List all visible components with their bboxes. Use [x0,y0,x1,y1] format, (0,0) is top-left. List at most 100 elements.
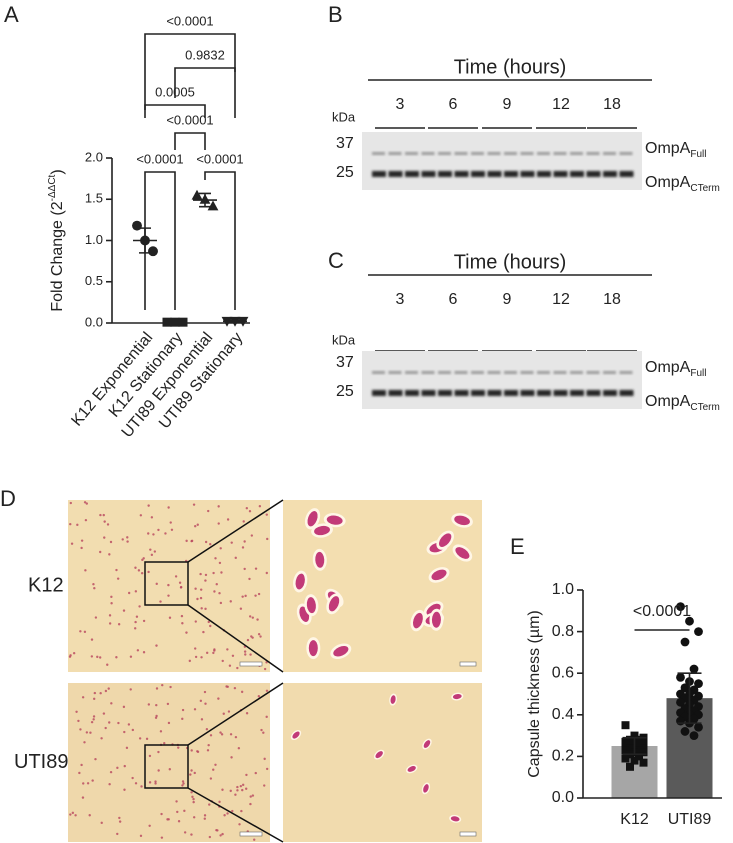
band-label: OmpAFull [645,359,706,378]
marker-label: 37 [336,135,354,152]
cell [107,687,110,690]
cell [196,597,199,601]
cell [245,787,248,790]
cell [229,733,233,736]
time-label: 3 [396,96,405,113]
error-bar [622,736,647,756]
band-strong [586,390,601,396]
row-label: UTI89 [14,751,68,773]
cell [245,507,249,510]
cell [96,655,99,659]
cell [241,546,245,549]
cell [79,630,82,633]
cell [140,572,144,575]
blot-title: Time (hours) [454,251,567,273]
cell [179,585,183,589]
y-tick-label: 0.0 [85,314,103,329]
band-faint [619,152,633,155]
p-value: 0.0005 [155,84,195,99]
band-faint [438,152,451,155]
cell [212,651,215,655]
data-point [621,742,630,750]
cell [147,703,151,706]
cell-body [454,515,470,526]
cell [240,809,243,813]
cell [185,539,188,543]
cell [148,781,152,784]
p-value: <0.0001 [166,112,213,127]
cell [241,783,245,787]
cell [248,615,252,618]
cell [212,571,215,575]
band-strong [520,390,535,396]
cell [100,737,103,740]
cell [92,715,96,718]
cell [181,784,184,787]
kda-label: kDa [332,109,356,124]
micrograph-zoom [283,683,482,842]
cell [154,780,157,783]
band-strong [603,171,617,177]
band-strong [520,171,535,177]
data-point [132,220,142,231]
cell [138,605,141,608]
cell [90,638,94,641]
significance-bracket [204,171,236,310]
band-faint [504,152,517,155]
band-faint [421,371,435,374]
cell [188,659,191,663]
data-point [694,627,703,636]
cell [116,577,120,580]
cell [137,569,141,572]
cell [254,567,258,570]
cell [110,595,113,599]
zoom-line [187,499,284,563]
cell-body [306,597,316,614]
band-strong [586,171,601,177]
band-strong [504,171,518,177]
cell [118,816,121,820]
cell [166,818,169,821]
data-point [621,754,630,763]
cell-body [431,569,447,581]
band-name: OmpA [645,393,691,410]
band-strong [553,171,568,177]
cell [181,780,185,783]
cell [251,616,254,619]
band-faint [454,152,468,155]
cell [246,638,250,642]
y-tick-label: 1.0 [552,581,574,598]
cell [84,569,87,572]
cell [99,692,102,695]
cell-body [452,694,462,700]
data-point [680,683,690,693]
cell [229,789,232,793]
cell [213,649,216,652]
scale-bar [239,831,263,837]
cell [229,600,232,603]
cell [169,521,172,524]
cell [131,776,134,780]
cell-body [333,646,349,657]
cell [199,572,202,576]
time-label: 18 [603,96,621,113]
band-strong [388,390,403,396]
cell [234,793,237,796]
cell [231,654,235,657]
p-value: 0.9832 [185,47,225,62]
cell [259,635,262,638]
band-faint [570,152,583,155]
data-point [689,664,699,674]
cell [167,506,170,509]
cell [126,536,129,539]
time-label: 6 [449,291,458,308]
cell [80,546,83,550]
cell [135,615,139,618]
cell [91,779,94,782]
cell [88,814,91,817]
cell [194,620,197,623]
x-tick-label: UTI89 [668,811,712,828]
band-strong [487,390,502,396]
cell [217,505,220,508]
